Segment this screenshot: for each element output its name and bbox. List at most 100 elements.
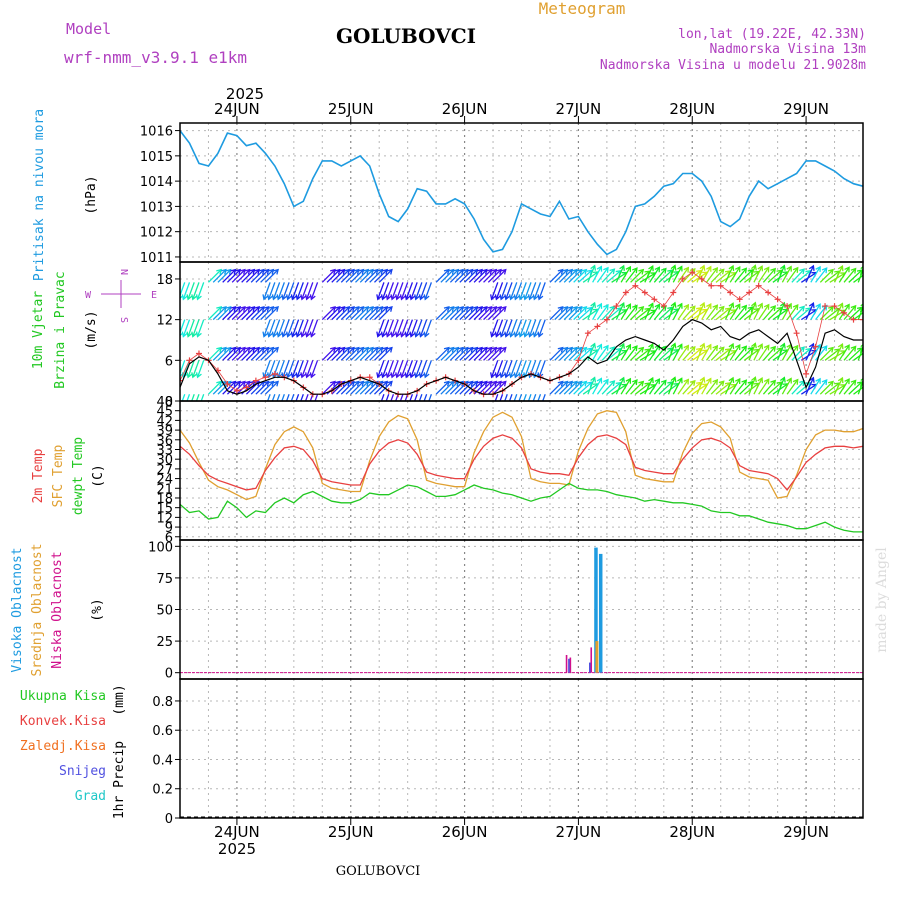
wind-barb — [758, 345, 770, 361]
wind-barb — [781, 378, 792, 395]
wind-barb — [250, 347, 265, 361]
wind-barb-head — [481, 306, 488, 312]
wind-barb — [644, 303, 654, 320]
wind-barb — [615, 343, 625, 361]
wind-barb — [192, 282, 200, 300]
temp-ytick-label: 45 — [156, 405, 173, 420]
wind-gust-mark — [180, 377, 183, 384]
wind-barb — [724, 343, 734, 361]
wind-barb-head — [509, 331, 515, 338]
wind-barb — [500, 360, 508, 378]
wind-barb — [791, 306, 805, 321]
wind-barb-head — [741, 304, 748, 311]
precip-legend-conv: Konvek.Kisa — [20, 714, 106, 729]
wind-barb — [630, 269, 644, 283]
wind-barb — [272, 319, 281, 337]
cloud-ytick-label: 50 — [156, 604, 173, 619]
wind-barb-head — [567, 346, 574, 353]
wind-barb — [449, 347, 464, 361]
wind-barb — [391, 319, 399, 337]
wind-barb — [810, 378, 821, 395]
temp-ylabel-sfc: SFC Temp — [51, 445, 66, 508]
wind-barb — [734, 305, 747, 321]
wind-barb — [180, 360, 186, 376]
wind-barb — [287, 282, 295, 300]
compass-e: E — [151, 290, 157, 301]
wind-barb-head — [734, 266, 741, 273]
wind-barb-head — [443, 268, 450, 275]
wind-barb-head — [267, 294, 274, 301]
wind-barb — [767, 307, 782, 321]
wind-barb — [355, 269, 369, 283]
wind-barb — [331, 347, 345, 361]
wind-barb-head — [504, 294, 511, 301]
wind-barb-head — [467, 346, 474, 353]
wind-barb — [634, 348, 650, 361]
wind-barb — [473, 306, 488, 321]
wind-barb-head — [344, 346, 351, 353]
wind-barb-head — [808, 302, 815, 309]
wind-barb — [310, 360, 319, 378]
wind-barb-head — [571, 346, 578, 353]
temp-ytick-label: 48 — [156, 395, 173, 410]
wind-barb — [487, 306, 502, 321]
wind-barb-head — [670, 264, 677, 271]
wind-barb-head — [770, 267, 777, 274]
wind-barb — [523, 393, 527, 401]
wind-barb — [236, 381, 251, 395]
wind-barb — [537, 393, 542, 401]
wind-barb-head — [386, 380, 393, 387]
wind-barb-head — [330, 346, 336, 353]
wind-barb-head — [448, 306, 455, 312]
wind-barb-head — [249, 268, 256, 275]
wind-barb — [419, 360, 428, 378]
wind-barb-head — [677, 265, 683, 272]
wind-barb-head — [462, 346, 469, 353]
wind-barb — [304, 393, 309, 401]
wind-barb — [653, 380, 667, 395]
wind-barb-head — [500, 306, 507, 312]
wind-barb — [577, 347, 593, 361]
wind-barb-head — [358, 380, 365, 387]
wind-barb-head — [532, 294, 539, 301]
wind-barb — [620, 266, 631, 283]
wind-barb-head — [448, 268, 455, 275]
wind-barb-head — [576, 268, 583, 275]
wind-barb — [592, 266, 602, 283]
wind-barb — [810, 303, 821, 320]
wind-barb — [558, 347, 573, 361]
wind-barb — [340, 269, 355, 283]
wind-barb-head — [186, 331, 193, 338]
wind-barb-head — [372, 268, 379, 275]
wind-barb-head — [180, 373, 183, 377]
wind-barb — [630, 306, 644, 321]
wind-barb-head — [273, 380, 279, 387]
wind-barb-head — [418, 372, 425, 379]
wind-barb — [340, 381, 355, 395]
wind-barb-head — [699, 342, 706, 349]
wind-barb-head — [706, 265, 712, 272]
wind-barb — [649, 378, 660, 395]
wind-barb — [672, 344, 683, 361]
wind-barb — [568, 269, 583, 283]
wind-barb-head — [220, 268, 227, 275]
wind-barb-head — [409, 331, 416, 338]
wind-barb — [350, 347, 364, 361]
wind-barb-head — [258, 346, 265, 353]
wind-barb — [478, 269, 493, 283]
wind-barb — [644, 265, 654, 283]
wind-barb-head — [263, 380, 270, 387]
wind-barb — [625, 267, 638, 283]
wind-barb — [186, 393, 191, 401]
wind-barb-head — [770, 345, 777, 352]
precip-ytick-label: 0.6 — [152, 724, 173, 739]
wind-barb-head — [751, 264, 757, 271]
wind-barb-head — [815, 303, 821, 310]
wind-barb — [514, 282, 523, 300]
wind-barb — [492, 381, 507, 395]
wind-barb-head — [867, 304, 872, 309]
wind-barb-head — [244, 380, 251, 387]
wind-barb-head — [399, 294, 406, 301]
wind-barb-head — [619, 264, 625, 271]
wind-barb-head — [235, 306, 242, 312]
